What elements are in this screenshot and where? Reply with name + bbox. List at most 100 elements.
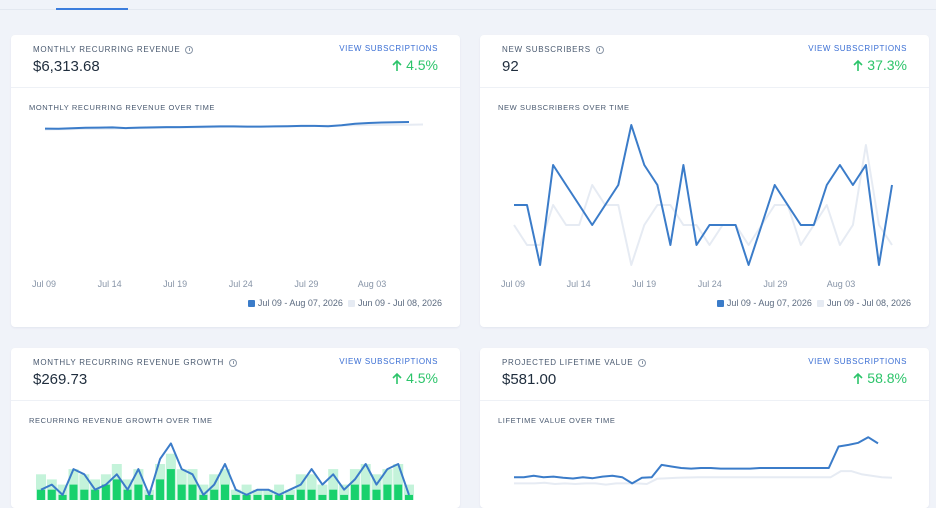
mrr-growth-chart — [36, 442, 414, 500]
change-indicator: 4.5% — [391, 370, 438, 386]
metric-label-text: MONTHLY RECURRING REVENUE GROWTH — [33, 358, 225, 367]
change-percent: 4.5% — [406, 57, 438, 73]
bar-previous — [241, 484, 252, 500]
bar-previous — [263, 489, 274, 500]
mrr-growth-card: MONTHLY RECURRING REVENUE GROWTH $269.73… — [11, 348, 460, 508]
metric-label: MONTHLY RECURRING REVENUE GROWTH — [33, 358, 238, 367]
bar-previous — [68, 469, 79, 500]
x-tick-label: Jul 14 — [98, 279, 122, 289]
series-line-current — [44, 121, 410, 130]
bar-current — [253, 494, 262, 500]
series-line-current — [514, 124, 893, 266]
view-subscriptions-link[interactable]: VIEW SUBSCRIPTIONS — [808, 44, 907, 53]
bar-current — [210, 489, 219, 500]
view-subscriptions-link[interactable]: VIEW SUBSCRIPTIONS — [808, 357, 907, 366]
metric-label-text: PROJECTED LIFETIME VALUE — [502, 358, 634, 367]
legend-item-current[interactable]: Jul 09 - Aug 07, 2026 — [716, 298, 812, 308]
x-tick-label: Aug 03 — [358, 279, 387, 289]
legend-label: Jul 09 - Aug 07, 2026 — [257, 298, 343, 308]
bar-previous — [176, 469, 187, 500]
legend-label: Jun 09 - Jul 08, 2026 — [357, 298, 442, 308]
info-icon[interactable] — [229, 358, 238, 367]
chart-legend: Jul 09 - Aug 07, 2026 Jun 09 - Jul 08, 2… — [712, 298, 911, 308]
bar-current — [188, 484, 197, 500]
arrow-up-icon — [853, 59, 863, 71]
info-icon[interactable] — [638, 358, 647, 367]
metric-label: NEW SUBSCRIBERS — [502, 45, 604, 54]
legend-item-current[interactable]: Jul 09 - Aug 07, 2026 — [247, 298, 343, 308]
series-line-previous — [513, 144, 893, 266]
bar-current — [350, 484, 359, 500]
bar-previous — [371, 474, 382, 500]
legend-item-previous[interactable]: Jun 09 - Jul 08, 2026 — [347, 298, 442, 308]
legend-swatch — [816, 299, 824, 307]
bar-current — [101, 484, 110, 500]
bar-current — [285, 494, 294, 500]
bar-current — [383, 484, 392, 500]
bar-previous — [252, 489, 263, 500]
bar-current — [242, 494, 251, 500]
card-header: MONTHLY RECURRING REVENUE GROWTH $269.73… — [11, 348, 460, 401]
bar-previous — [274, 484, 285, 500]
bar-previous — [360, 464, 371, 500]
bar-current — [372, 489, 381, 500]
bar-current — [405, 494, 413, 500]
info-icon[interactable] — [185, 45, 194, 54]
mrr-chart: Jul 09 Jul 14 Jul 19 Jul 24 Jul 29 Aug 03 — [32, 121, 424, 289]
metric-label-text: NEW SUBSCRIBERS — [502, 45, 591, 54]
series-line-previous — [514, 470, 893, 486]
bar-previous — [284, 489, 295, 500]
view-subscriptions-link[interactable]: VIEW SUBSCRIPTIONS — [339, 357, 438, 366]
bar-previous — [133, 469, 144, 500]
x-tick-label: Jul 19 — [632, 279, 656, 289]
chart-title: LIFETIME VALUE OVER TIME — [498, 416, 616, 425]
bar-current — [231, 494, 240, 500]
bar-current — [177, 484, 186, 500]
bar-current — [58, 494, 67, 500]
x-tick-label: Jul 24 — [698, 279, 722, 289]
bar-current — [134, 484, 143, 500]
bar-current — [340, 494, 349, 500]
bar-previous — [339, 484, 350, 500]
chart-title: NEW SUBSCRIBERS OVER TIME — [498, 103, 630, 112]
metric-value: $6,313.68 — [33, 58, 100, 75]
chart-title: MONTHLY RECURRING REVENUE OVER TIME — [29, 103, 216, 112]
bar-previous — [349, 469, 360, 500]
metric-value: $581.00 — [502, 371, 557, 388]
legend-item-previous[interactable]: Jun 09 - Jul 08, 2026 — [816, 298, 911, 308]
bar-current — [145, 494, 154, 500]
x-tick-label: Aug 03 — [827, 279, 856, 289]
view-subscriptions-link[interactable]: VIEW SUBSCRIPTIONS — [339, 44, 438, 53]
bar-previous — [382, 469, 393, 500]
arrow-up-icon — [392, 372, 402, 384]
legend-swatch — [247, 299, 255, 307]
change-percent: 4.5% — [406, 370, 438, 386]
arrow-up-icon — [853, 372, 863, 384]
bar-current — [318, 494, 327, 500]
bar-previous — [57, 484, 68, 500]
legend-swatch — [347, 299, 355, 307]
x-tick-label: Jul 19 — [163, 279, 187, 289]
card-header: PROJECTED LIFETIME VALUE $581.00 VIEW SU… — [480, 348, 929, 401]
bar-current — [37, 489, 45, 500]
bar-current — [156, 479, 165, 500]
metric-label: MONTHLY RECURRING REVENUE — [33, 45, 194, 54]
bar-previous — [295, 474, 306, 500]
bar-previous — [36, 474, 46, 500]
x-tick-label: Jul 24 — [229, 279, 253, 289]
bar-current — [329, 489, 338, 500]
bar-current — [275, 494, 284, 500]
info-icon[interactable] — [595, 45, 604, 54]
x-tick-label: Jul 09 — [501, 279, 525, 289]
bar-previous — [328, 469, 339, 500]
bar-previous — [220, 469, 230, 500]
bar-current — [80, 489, 89, 500]
bar-previous — [306, 474, 317, 500]
metric-label: PROJECTED LIFETIME VALUE — [502, 358, 647, 367]
bar-current — [69, 484, 78, 500]
change-indicator: 4.5% — [391, 57, 438, 73]
metric-label-text: MONTHLY RECURRING REVENUE — [33, 45, 181, 54]
arrow-up-icon — [392, 59, 402, 71]
legend-label: Jul 09 - Aug 07, 2026 — [726, 298, 812, 308]
x-tick-label: Jul 29 — [763, 279, 787, 289]
